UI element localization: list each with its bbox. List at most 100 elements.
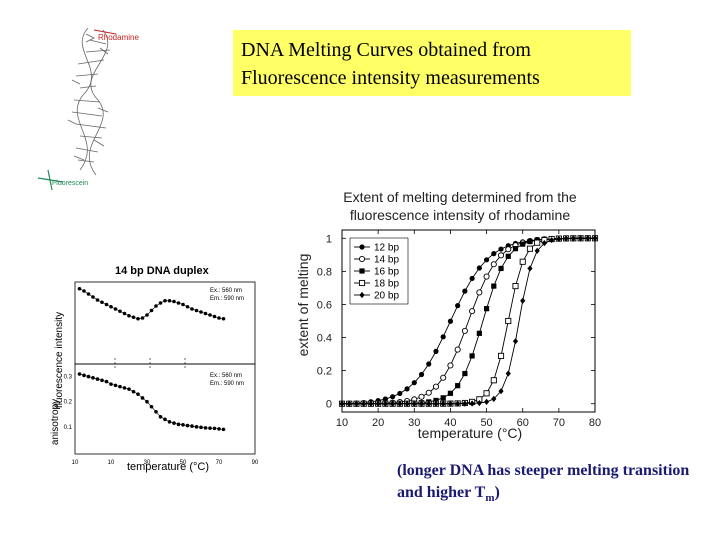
left-intensity-frame [74,281,256,365]
left-anisotropy-point [212,426,217,431]
series-point [390,394,396,400]
left-xtick-label: 90 [252,460,259,466]
series-point [526,245,533,252]
series-point [469,275,475,282]
series-point [462,370,468,377]
series-point [426,361,432,367]
left-anisotropy-point [118,384,122,389]
left-anisotropy-ytick: 0.2 [64,400,73,406]
series-point [440,395,446,401]
series-point [512,246,519,252]
right-ytick-label: 0.2 [317,366,332,378]
series-point [447,390,454,396]
series-point [498,388,504,395]
series-point [497,252,505,259]
right-ytick-label: 0 [326,399,332,411]
right-ytick-label: 0.6 [317,299,332,311]
right-xlabel: temperature (°C) [418,425,522,441]
left-anisotropy-point [91,376,95,380]
legend-label: 16 bp [374,267,399,278]
left-intensity-point [194,308,199,313]
left-anisotropy-annotation-2: Em.: 590 nm [210,381,244,387]
left-intensity-point [176,301,181,305]
left-ylabel-intensity: fluorescence intensity [54,312,65,408]
left-anisotropy-point [131,389,136,394]
series-point [491,283,497,289]
series-point [563,235,569,242]
series-point [534,239,541,246]
legend-label: 20 bp [374,291,399,302]
left-anisotropy-point [136,392,140,396]
left-anisotropy-point [104,379,109,384]
left-intensity-point [118,309,122,314]
left-anisotropy-point [140,396,145,400]
left-anisotropy-point [185,423,190,428]
left-xtick-label: 70 [216,460,223,466]
left-intensity-annotation-1: Ex.: 560 nm [210,288,242,294]
left-anisotropy-point [122,386,127,390]
series-point [585,235,591,242]
series-point [411,380,417,386]
title-line-1: DNA Melting Curves obtained from [241,39,531,61]
series-point [483,398,490,406]
right-xtick-label: 60 [517,417,529,429]
left-intensity-point [221,316,226,321]
series-point [519,258,526,265]
series-point [512,338,519,345]
left-anisotropy-point [145,399,149,404]
left-anisotropy-point [176,422,181,427]
left-anisotropy-point [154,409,158,414]
left-anisotropy-point [190,424,194,428]
left-anisotropy-point [167,420,172,424]
left-anisotropy-frame [74,363,256,455]
series-point [505,246,512,253]
left-xtick-label: 10 [108,460,115,466]
fluorescein-label: Fluorescein [52,180,88,187]
series-point [491,251,497,257]
series-point [505,370,511,377]
left-intensity-point [131,315,136,320]
series-point [433,397,439,404]
series-point [358,279,366,287]
series-point [592,235,598,242]
left-intensity-point [109,304,113,309]
series-point [339,400,345,407]
left-anisotropy-point [109,382,113,386]
title-line-2: Fluorescence intensity measurements [241,67,540,89]
series-point [455,303,461,309]
right-chart-title-line1: Extent of melting determined from the [343,189,577,205]
left-intensity-point [163,298,167,303]
series-point [404,386,410,392]
series-point [462,288,468,294]
series-point [418,400,425,407]
left-intensity-point [77,286,82,291]
series-point [346,400,352,407]
left-intensity-point [172,299,176,304]
right-ytick-label: 0.4 [317,333,332,345]
left-anisotropy-point [158,415,163,419]
right-chart-title-line2: fluorescence intensity of rhodamine [350,207,570,223]
left-intensity-point [122,311,127,316]
left-intensity-point [149,308,154,313]
left-anisotropy-ytick: 0.1 [64,425,73,431]
left-intensity-point [154,304,158,308]
left-intensity-point [208,313,212,317]
caption-text: (longer DNA has steeper melting transiti… [397,462,690,501]
left-anisotropy-point [172,421,176,425]
left-xlabel: temperature (°C) [127,461,209,473]
series-point [476,330,482,336]
series-point [425,389,432,396]
legend-label: 18 bp [374,279,399,290]
left-anisotropy-point [217,427,221,431]
series-point [505,317,512,325]
left-chart: 14 bp DNA duplex fluorescence intensity … [50,265,259,473]
left-anisotropy-point [149,404,154,409]
series-point [433,348,439,354]
series-point [382,396,388,402]
left-chart-title: 14 bp DNA duplex [115,265,210,277]
left-anisotropy-point [163,417,167,422]
series-point [520,297,526,304]
dna-helix-drawing [67,27,111,176]
series-point [461,327,468,334]
left-intensity-point [113,307,118,311]
